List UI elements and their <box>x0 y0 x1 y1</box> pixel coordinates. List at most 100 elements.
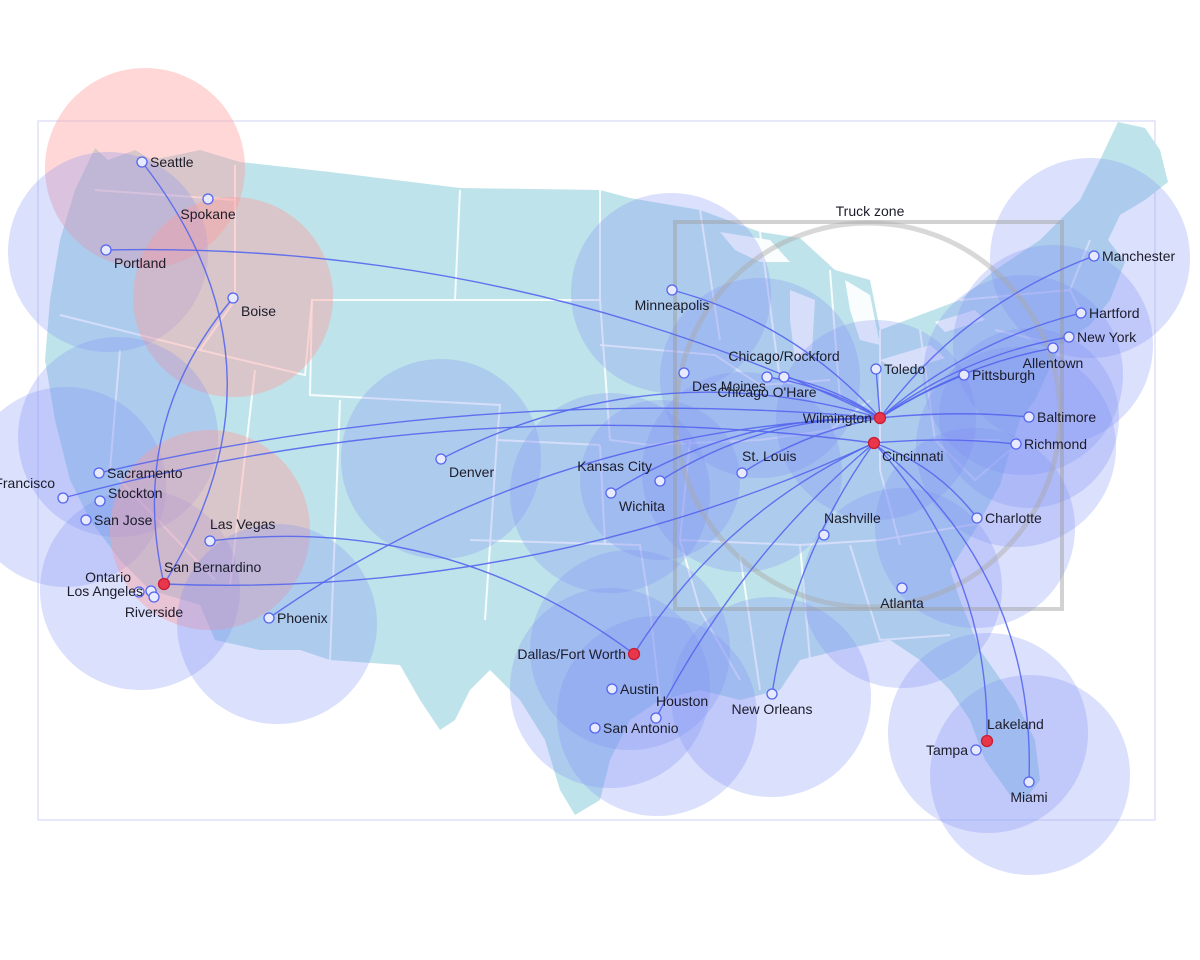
hub-wilmington[interactable]: Wilmington <box>803 410 887 426</box>
city-marker[interactable] <box>93 467 105 479</box>
city-label: Cincinnati <box>882 448 943 464</box>
city-marker[interactable] <box>136 156 148 168</box>
hub-marker[interactable] <box>867 436 881 450</box>
city-san-jose[interactable]: San Jose <box>80 512 153 528</box>
city-austin[interactable]: Austin <box>606 681 659 697</box>
hub-marker[interactable] <box>980 734 994 748</box>
city-seattle[interactable]: Seattle <box>136 154 194 170</box>
city-marker[interactable] <box>650 712 662 724</box>
hub-marker[interactable] <box>627 647 641 661</box>
city-marker[interactable] <box>896 582 908 594</box>
hub-marker[interactable] <box>157 577 171 591</box>
city-label: New Orleans <box>732 701 813 717</box>
city-hartford[interactable]: Hartford <box>1075 305 1140 321</box>
city-st-louis[interactable]: St. Louis <box>736 448 796 479</box>
city-richmond[interactable]: Richmond <box>1010 436 1087 452</box>
city-marker[interactable] <box>1088 250 1100 262</box>
city-san-antonio[interactable]: San Antonio <box>589 720 679 736</box>
hub-dallas-fort-worth[interactable]: Dallas/Fort Worth <box>517 646 641 662</box>
city-marker[interactable] <box>971 512 983 524</box>
city-phoenix[interactable]: Phoenix <box>263 610 328 626</box>
city-nashville[interactable]: Nashville <box>818 510 881 541</box>
city-marker[interactable] <box>818 529 830 541</box>
route-line <box>771 442 875 695</box>
city-new-orleans[interactable]: New Orleans <box>732 688 813 717</box>
city-wichita[interactable]: Wichita <box>605 487 665 514</box>
city-kansas-city[interactable]: Kansas City <box>577 458 666 487</box>
hub-lakeland[interactable]: Lakeland <box>980 716 1044 748</box>
city-las-vegas[interactable]: Las Vegas <box>204 516 275 547</box>
city-marker[interactable] <box>1023 776 1035 788</box>
coverage-circle <box>0 387 166 587</box>
city-marker[interactable] <box>435 453 447 465</box>
city-marker[interactable] <box>870 363 882 375</box>
city-tampa[interactable]: Tampa <box>926 742 982 758</box>
city-label: San Francisco <box>0 475 55 491</box>
city-label: Los Angeles <box>67 583 143 599</box>
city-marker[interactable] <box>678 367 690 379</box>
city-miami[interactable]: Miami <box>1010 776 1048 805</box>
hub-san-bernardino[interactable]: San Bernardino <box>157 559 262 591</box>
city-chicago-ohare[interactable]: Chicago O'Hare <box>717 371 817 400</box>
city-label: Houston <box>656 693 708 709</box>
city-marker[interactable] <box>766 688 778 700</box>
city-allentown[interactable]: Allentown <box>1023 342 1084 371</box>
city-marker[interactable] <box>958 369 970 381</box>
city-san-francisco[interactable]: San Francisco <box>0 475 69 504</box>
city-label: Ontario <box>85 569 131 585</box>
city-stockton[interactable]: Stockton <box>94 485 162 507</box>
city-marker[interactable] <box>263 612 275 624</box>
city-marker[interactable] <box>605 487 617 499</box>
city-marker[interactable] <box>589 722 601 734</box>
city-marker[interactable] <box>1047 342 1059 354</box>
city-manchester[interactable]: Manchester <box>1088 248 1175 264</box>
city-spokane[interactable]: Spokane <box>180 193 236 222</box>
city-marker[interactable] <box>133 586 145 598</box>
city-los-angeles[interactable]: Los Angeles <box>67 583 157 599</box>
city-marker[interactable] <box>1075 307 1087 319</box>
city-label: Richmond <box>1024 436 1087 452</box>
city-marker[interactable] <box>1023 411 1035 423</box>
city-marker[interactable] <box>654 475 666 487</box>
city-chicago-rockford[interactable]: Chicago/Rockford <box>728 348 840 383</box>
city-marker[interactable] <box>778 371 790 383</box>
city-marker[interactable] <box>148 591 160 603</box>
city-marker[interactable] <box>736 467 748 479</box>
city-marker[interactable] <box>761 371 773 383</box>
hub-marker[interactable] <box>873 411 887 425</box>
truck-zone-box <box>673 220 1064 611</box>
city-marker[interactable] <box>970 744 982 756</box>
city-marker[interactable] <box>1010 438 1022 450</box>
city-marker[interactable] <box>227 292 239 304</box>
city-marker[interactable] <box>1063 331 1075 343</box>
city-charlotte[interactable]: Charlotte <box>971 510 1042 526</box>
city-marker[interactable] <box>204 535 216 547</box>
city-marker[interactable] <box>80 514 92 526</box>
city-pittsburgh[interactable]: Pittsburgh <box>958 367 1035 383</box>
city-atlanta[interactable]: Atlanta <box>880 582 924 611</box>
hub-cincinnati[interactable]: Cincinnati <box>867 436 944 465</box>
city-boise[interactable]: Boise <box>227 292 276 319</box>
city-ontario[interactable]: Ontario <box>85 569 145 598</box>
city-baltimore[interactable]: Baltimore <box>1023 409 1096 425</box>
city-toledo[interactable]: Toledo <box>870 361 925 377</box>
city-marker[interactable] <box>94 495 106 507</box>
city-portland[interactable]: Portland <box>100 244 166 271</box>
city-des-moines[interactable]: Des Moines <box>678 367 766 394</box>
map-frame <box>37 120 1156 821</box>
city-new-york[interactable]: New York <box>1063 329 1137 345</box>
city-marker[interactable] <box>606 683 618 695</box>
city-houston[interactable]: Houston <box>650 693 708 724</box>
coverage-circle <box>875 428 1075 628</box>
city-denver[interactable]: Denver <box>435 453 494 480</box>
city-marker[interactable] <box>100 244 112 256</box>
city-label: Spokane <box>180 206 235 222</box>
city-riverside[interactable]: Riverside <box>125 591 184 620</box>
city-marker[interactable] <box>57 492 69 504</box>
city-minneapolis[interactable]: Minneapolis <box>635 284 710 313</box>
city-label: Toledo <box>884 361 925 377</box>
city-sacramento[interactable]: Sacramento <box>93 465 183 481</box>
city-marker[interactable] <box>202 193 214 205</box>
coverage-circle <box>923 275 1123 475</box>
city-marker[interactable] <box>666 284 678 296</box>
